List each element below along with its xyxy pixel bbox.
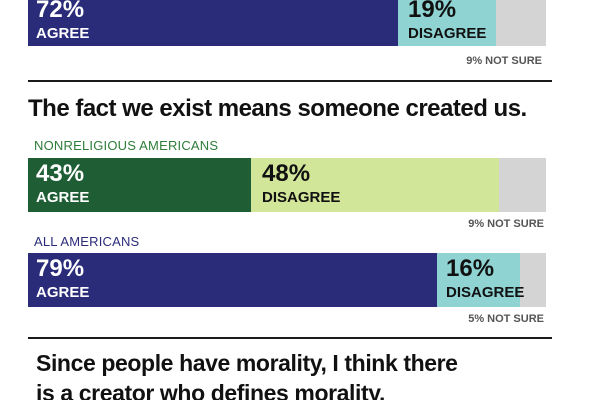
all-americans-agree-pct: 79% [36,255,85,282]
section-divider-2 [28,337,552,339]
nonreligious-disagree-label: DISAGREE [262,189,341,206]
top-agree-segment [28,0,398,46]
all-americans-disagree-pct: 16% [446,255,495,282]
section3-question-line1: Since people have morality, I think ther… [36,350,458,376]
top-disagree-pct: 19% [408,0,457,23]
top-disagree-segment [398,0,496,46]
top-stacked-bar [28,0,546,46]
all-americans-agree-label: AGREE [36,284,90,301]
nonreligious-stacked-bar [28,158,546,212]
all-americans-disagree-segment [437,253,520,307]
top-notsure-text: 9% NOT SURE [466,55,542,67]
group-label-nonreligious: NONRELIGIOUS AMERICANS [34,138,219,153]
top-agree-label: AGREE [36,25,90,42]
all-americans-notsure-segment [520,253,546,307]
nonreligious-agree-label: AGREE [36,189,90,206]
top-disagree-label: DISAGREE [408,25,487,42]
all-americans-stacked-bar [28,253,546,307]
section-divider-1 [28,80,552,82]
nonreligious-notsure-segment [499,158,546,212]
top-notsure-segment [496,0,546,46]
all-americans-notsure-text: 5% NOT SURE [468,313,544,325]
section3-question-line2: is a creator who defines morality. [36,380,385,400]
group-label-all-americans: ALL AMERICANS [34,234,140,249]
nonreligious-agree-segment [28,158,251,212]
nonreligious-notsure-text: 9% NOT SURE [468,218,544,230]
top-agree-pct: 72% [36,0,85,23]
all-americans-agree-segment [28,253,437,307]
nonreligious-disagree-pct: 48% [262,160,311,187]
all-americans-disagree-label: DISAGREE [446,284,525,301]
nonreligious-agree-pct: 43% [36,160,85,187]
section2-question: The fact we exist means someone created … [28,95,527,122]
nonreligious-disagree-segment [251,158,499,212]
